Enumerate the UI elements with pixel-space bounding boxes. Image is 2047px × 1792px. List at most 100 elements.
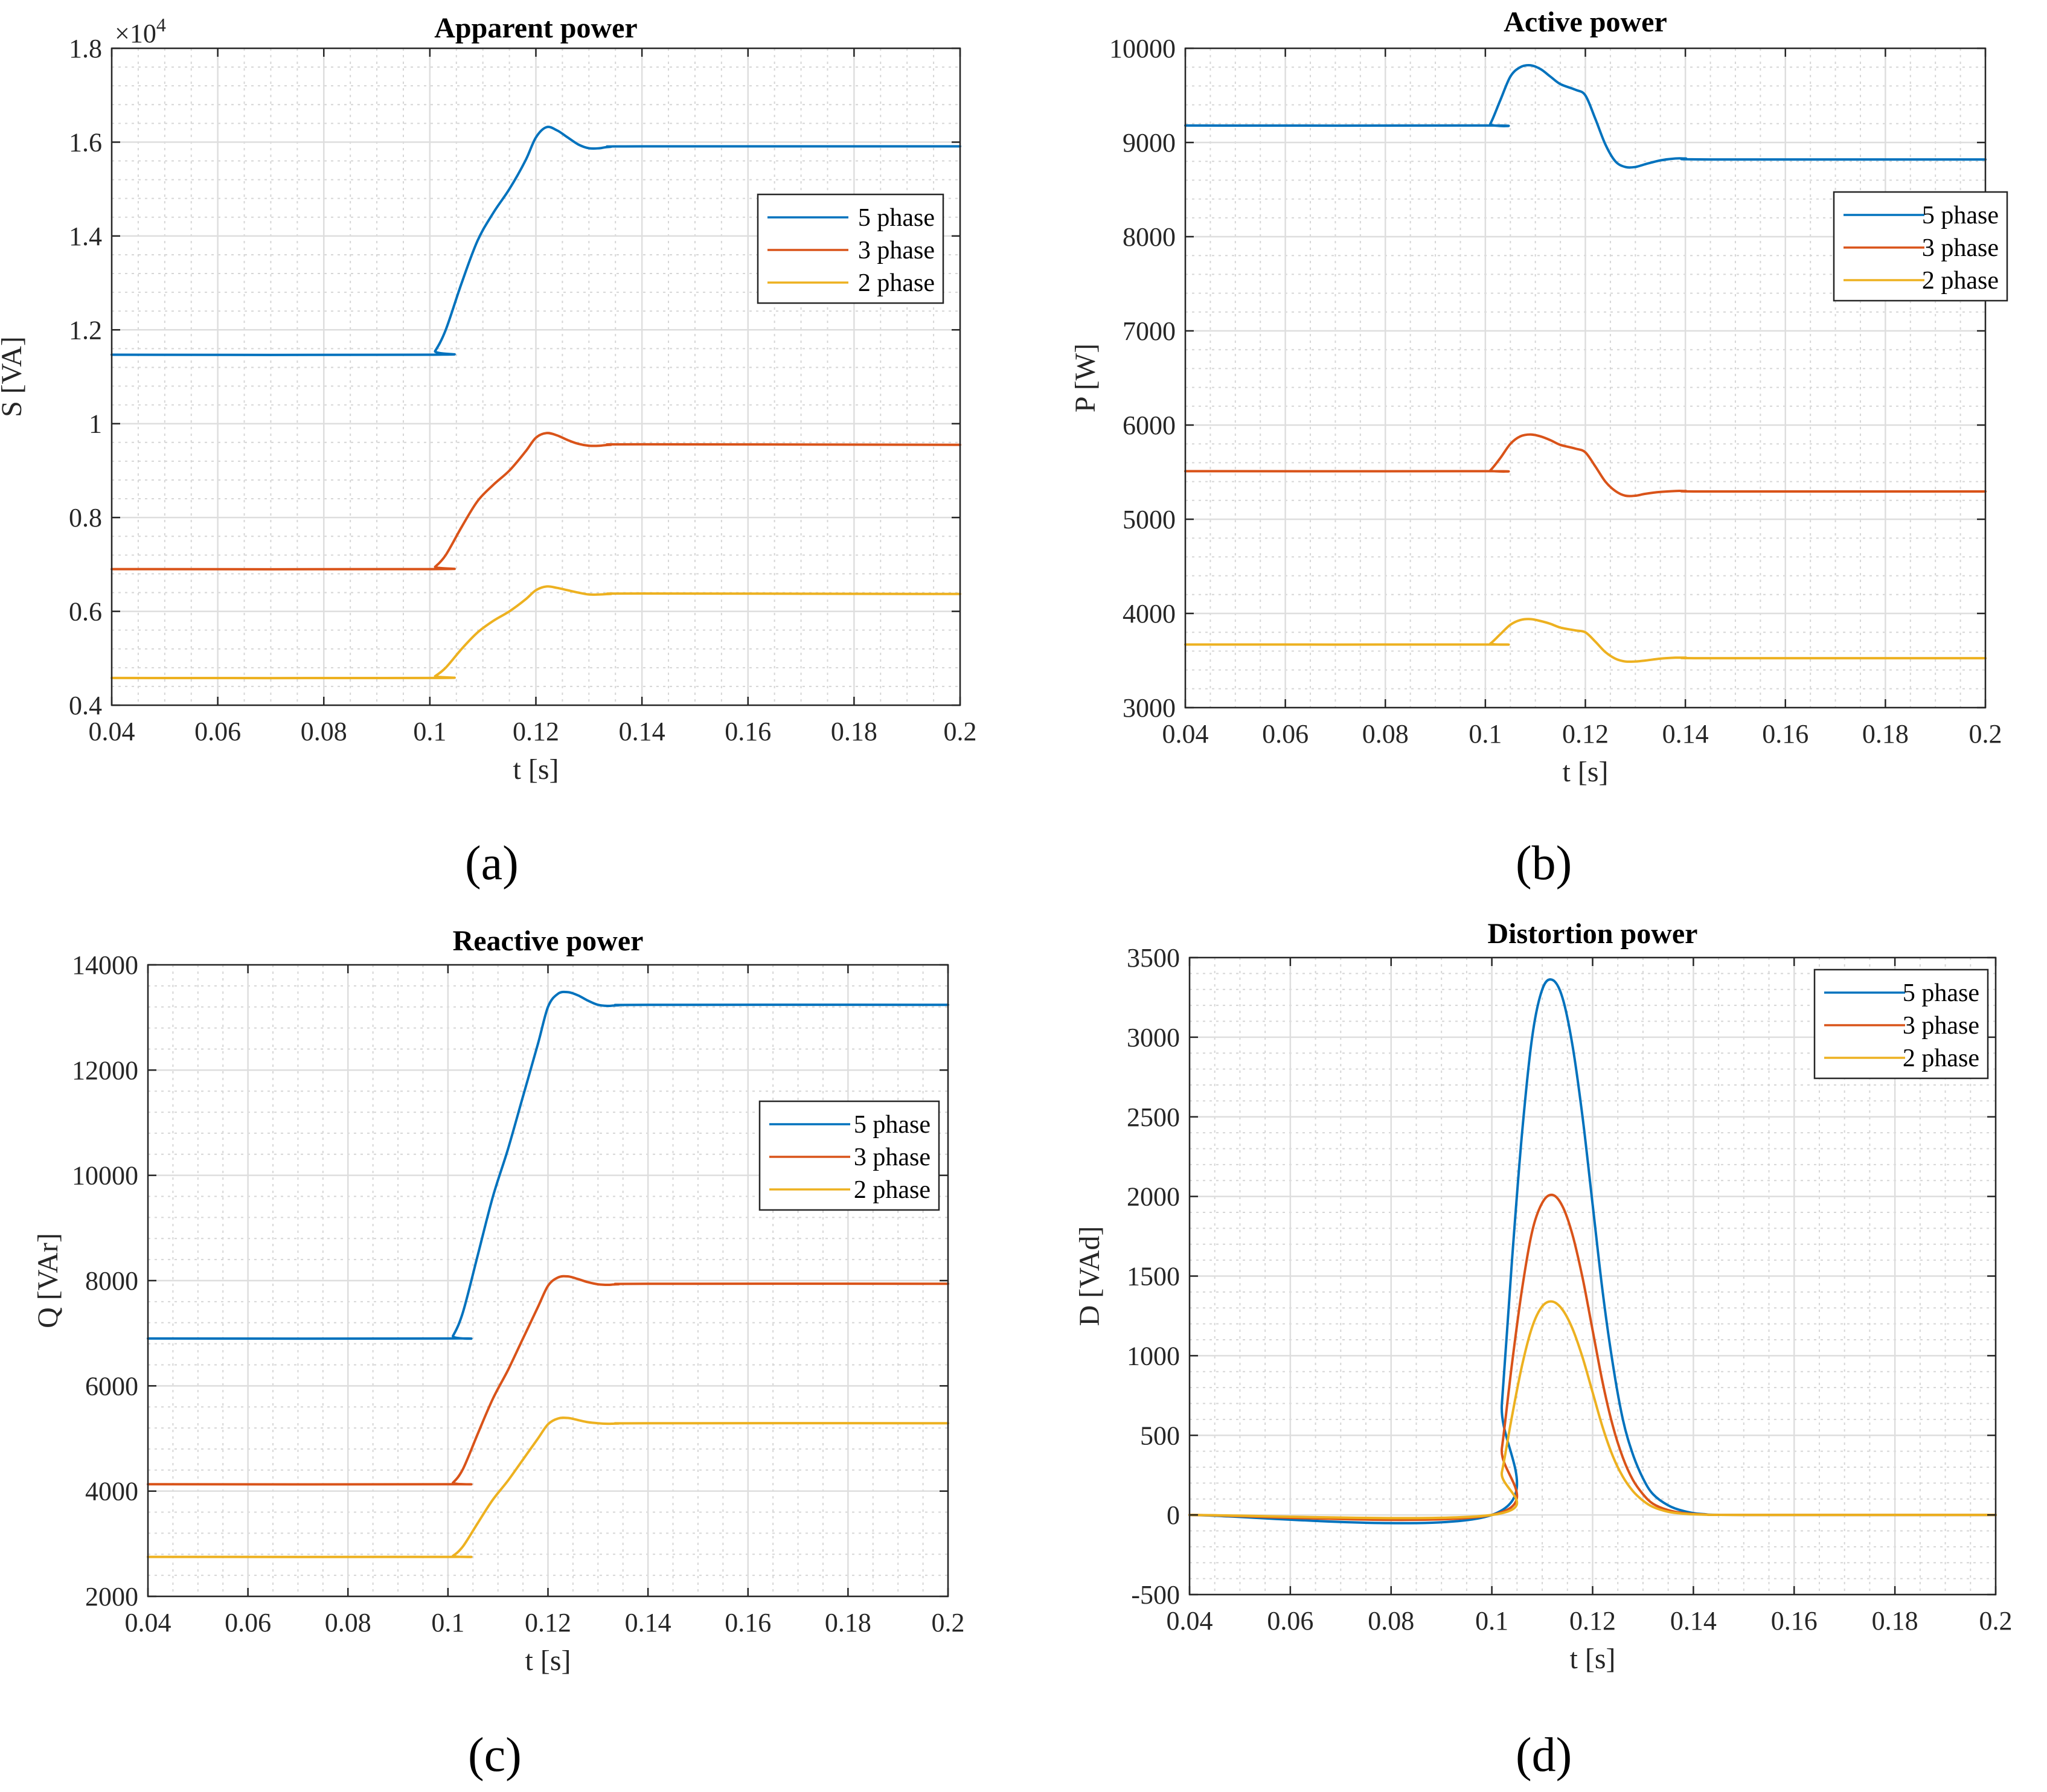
y-tick-label: 4000 — [1123, 599, 1176, 629]
x-axis-label: t [s] — [525, 1645, 571, 1677]
x-tick-label: 0.12 — [1569, 1606, 1616, 1636]
x-axis-label: t [s] — [1570, 1643, 1616, 1675]
series-group — [1188, 978, 1997, 1525]
tick-group: 0.04 0.06 0.08 0.1 0.12 0.14 0.16 0.18 0.2 -500 0 5… — [1127, 943, 2013, 1636]
series-line-2-phase — [1184, 618, 1987, 663]
legend-label: 2 phase — [1903, 1045, 1979, 1072]
tick-group: 0.04 0.06 0.08 0.1 0.12 0.14 0.16 0.18 0.2 2000 40… — [72, 950, 965, 1637]
y-tick-label: 0.6 — [69, 597, 102, 627]
series-group — [111, 126, 961, 680]
y-axis-label: D [VAd] — [1074, 1226, 1106, 1326]
y-tick-label: 2500 — [1127, 1102, 1180, 1132]
series-line-3-phase — [1184, 433, 1987, 498]
y-tick-label: 10000 — [72, 1161, 138, 1191]
x-tick-label: 0.16 — [1771, 1606, 1818, 1636]
x-tick-label: 0.08 — [301, 717, 347, 746]
y-tick-label: 1 — [89, 409, 102, 439]
x-tick-label: 0.16 — [725, 1608, 771, 1637]
legend-box — [758, 1100, 940, 1211]
y-tick-label: 14000 — [72, 950, 138, 980]
x-tick-label: 0.06 — [1262, 719, 1309, 749]
y-tick-label: 6000 — [1123, 411, 1176, 440]
y-tick-label: 1.2 — [69, 315, 102, 345]
series-line-2-phase — [147, 1416, 949, 1558]
y-tick-label: 7000 — [1123, 316, 1176, 346]
y-tick-label: 8000 — [85, 1266, 138, 1296]
series-group — [1184, 63, 1987, 663]
series-line-5-phase — [1184, 63, 1987, 169]
x-tick-label: 0.1 — [431, 1608, 464, 1637]
y-tick-label: 3500 — [1127, 943, 1180, 973]
y-tick-label: 6000 — [85, 1371, 138, 1401]
y-axis-label: S [VA] — [0, 336, 28, 417]
x-tick-label: 0.1 — [413, 717, 446, 746]
x-tick-label: 0.14 — [619, 717, 665, 746]
chart-reactive-power: 0.04 0.06 0.08 0.1 0.12 0.14 0.16 0.18 0.2 2000 40… — [32, 925, 965, 1677]
y-tick-label: 9000 — [1123, 128, 1176, 158]
legend-label: 3 phase — [858, 237, 935, 264]
y-tick-label: 1.8 — [69, 34, 102, 63]
chart-title: Active power — [1504, 6, 1667, 38]
x-tick-label: 0.06 — [225, 1608, 271, 1637]
y-tick-label: 1500 — [1127, 1262, 1180, 1291]
y-tick-label: 1.4 — [69, 222, 102, 251]
x-tick-label: 0.04 — [1167, 1606, 1213, 1636]
legend-label: 2 phase — [854, 1176, 931, 1204]
x-tick-label: 0.14 — [1662, 719, 1709, 749]
legend: 5 phase 3 phase 2 phase — [1833, 191, 2008, 302]
legend: 5 phase 3 phase 2 phase — [758, 1100, 940, 1211]
x-tick-label: 0.12 — [1562, 719, 1609, 749]
panel-label-c: (c) — [468, 1729, 522, 1782]
panel-label-d: (d) — [1516, 1729, 1572, 1782]
x-tick-label: 0.12 — [513, 717, 559, 746]
y-tick-label: 3000 — [1123, 693, 1176, 723]
y-tick-label: 500 — [1140, 1421, 1180, 1450]
x-tick-label: 0.1 — [1475, 1606, 1508, 1636]
x-tick-label: 0.1 — [1469, 719, 1502, 749]
y-exponent-label: ×104 — [115, 14, 166, 48]
series-line-5-phase — [1188, 978, 1997, 1525]
y-tick-label: 1000 — [1127, 1341, 1180, 1371]
series-line-3-phase — [147, 1275, 949, 1486]
x-tick-label: 0.06 — [1267, 1606, 1313, 1636]
x-tick-label: 0.08 — [325, 1608, 371, 1637]
y-tick-label: 0 — [1167, 1500, 1180, 1530]
legend: 5 phase 3 phase 2 phase — [1813, 968, 1989, 1080]
legend-box — [1813, 968, 1989, 1080]
y-exponent-power: 4 — [156, 14, 166, 36]
series-line-5-phase — [147, 990, 949, 1340]
x-tick-label: 0.18 — [825, 1608, 871, 1637]
x-tick-label: 0.2 — [932, 1608, 965, 1637]
series-group — [147, 990, 949, 1558]
legend-label: 3 phase — [1903, 1012, 1979, 1040]
x-tick-label: 0.04 — [1162, 719, 1209, 749]
x-tick-label: 0.18 — [1862, 719, 1909, 749]
chart-title: Apparent power — [434, 12, 637, 44]
x-tick-label: 0.04 — [125, 1608, 171, 1637]
y-tick-label: 2000 — [1127, 1182, 1180, 1212]
y-tick-label: 1.6 — [69, 127, 102, 157]
x-tick-label: 0.2 — [1969, 719, 2002, 749]
x-tick-label: 0.06 — [194, 717, 241, 746]
y-tick-label: 3000 — [1127, 1023, 1180, 1052]
minor-grid — [112, 48, 960, 705]
x-tick-label: 0.2 — [1979, 1606, 2013, 1636]
y-tick-label: 2000 — [85, 1582, 138, 1611]
x-tick-label: 0.2 — [944, 717, 977, 746]
legend-label: 3 phase — [854, 1144, 931, 1171]
chart-apparent-power: 0.04 0.06 0.08 0.1 0.12 0.14 0.16 0.18 0.2 0.4 0.6… — [0, 12, 977, 786]
panel-label-a: (a) — [465, 837, 519, 890]
y-axis-label: P [W] — [1069, 344, 1101, 412]
series-line-3-phase — [111, 432, 961, 571]
x-tick-label: 0.16 — [725, 717, 771, 746]
legend-label: 5 phase — [854, 1111, 931, 1139]
y-tick-label: -500 — [1131, 1580, 1180, 1610]
x-tick-label: 0.12 — [525, 1608, 571, 1637]
y-tick-label: 8000 — [1123, 222, 1176, 252]
y-tick-label: 10000 — [1109, 34, 1176, 63]
legend-label: 5 phase — [858, 204, 935, 232]
x-tick-label: 0.04 — [89, 717, 135, 746]
y-tick-label: 0.8 — [69, 503, 102, 533]
x-tick-label: 0.14 — [1670, 1606, 1717, 1636]
